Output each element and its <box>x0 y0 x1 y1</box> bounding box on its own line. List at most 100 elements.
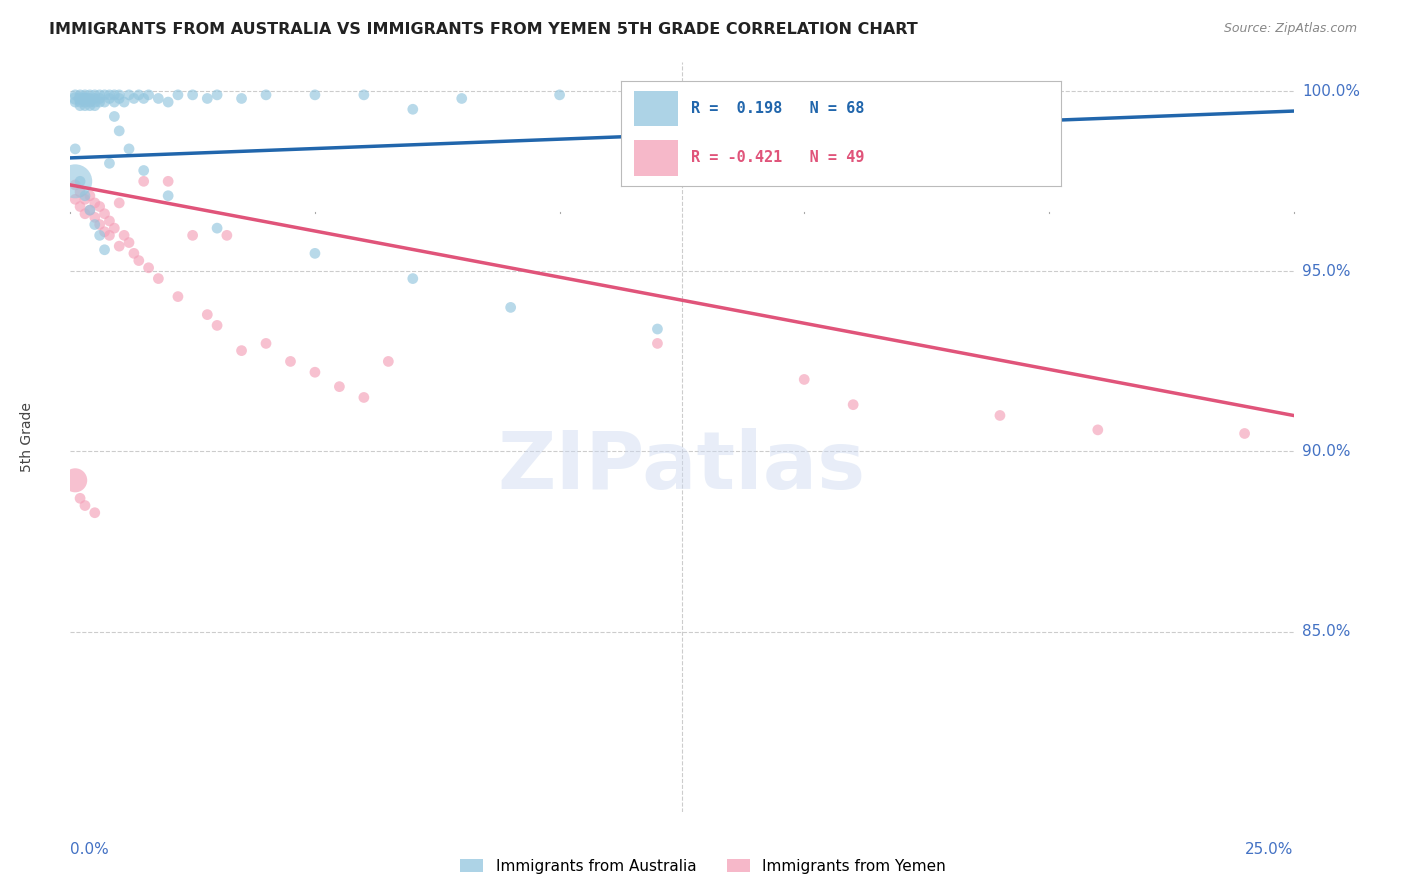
Point <box>79 95 101 109</box>
Text: 0.0%: 0.0% <box>70 842 110 857</box>
Point <box>89 200 111 214</box>
Point <box>98 91 121 105</box>
Point <box>73 95 96 109</box>
Point <box>89 228 111 243</box>
Point <box>132 174 155 188</box>
Point <box>73 98 96 112</box>
Point <box>79 98 101 112</box>
Point <box>148 91 170 105</box>
Point <box>69 174 91 188</box>
Point <box>63 174 86 188</box>
Point <box>103 87 125 102</box>
Point <box>63 91 86 105</box>
Point <box>195 91 218 105</box>
Point <box>450 91 472 105</box>
Point <box>69 91 91 105</box>
Point <box>98 228 121 243</box>
Point <box>69 87 91 102</box>
Point <box>148 271 170 285</box>
Point <box>402 271 425 285</box>
Point <box>63 142 86 156</box>
Point <box>108 87 131 102</box>
Point <box>548 87 571 102</box>
Point <box>254 87 277 102</box>
Point <box>647 322 669 336</box>
Point <box>63 87 86 102</box>
Point <box>112 95 135 109</box>
Text: 85.0%: 85.0% <box>1302 624 1350 639</box>
Point <box>69 95 91 109</box>
Point <box>103 95 125 109</box>
Text: IMMIGRANTS FROM AUSTRALIA VS IMMIGRANTS FROM YEMEN 5TH GRADE CORRELATION CHART: IMMIGRANTS FROM AUSTRALIA VS IMMIGRANTS … <box>49 22 918 37</box>
Point <box>793 372 815 386</box>
Point <box>83 91 105 105</box>
Point <box>93 225 115 239</box>
Point <box>181 87 204 102</box>
Point <box>89 87 111 102</box>
Point <box>69 185 91 199</box>
Point <box>108 195 131 210</box>
Point <box>157 95 180 109</box>
Point <box>89 218 111 232</box>
Point <box>89 95 111 109</box>
Point <box>280 354 302 368</box>
Point <box>231 343 253 358</box>
Point <box>69 200 91 214</box>
Point <box>98 214 121 228</box>
Point <box>63 178 86 192</box>
Point <box>73 91 96 105</box>
Point <box>112 228 135 243</box>
Point <box>122 246 145 260</box>
Point <box>89 91 111 105</box>
Point <box>103 110 125 124</box>
Point <box>83 87 105 102</box>
Text: ZIPatlas: ZIPatlas <box>498 428 866 506</box>
Point <box>304 87 326 102</box>
Point <box>63 192 86 206</box>
Point <box>73 499 96 513</box>
Point <box>83 98 105 112</box>
Point <box>93 243 115 257</box>
Point <box>118 235 141 250</box>
Point <box>157 174 180 188</box>
Point <box>73 91 96 105</box>
Point <box>79 91 101 105</box>
Point <box>353 391 375 405</box>
Point <box>304 246 326 260</box>
Point <box>69 491 91 506</box>
Point <box>499 301 522 315</box>
Point <box>205 87 228 102</box>
Point <box>108 124 131 138</box>
Point <box>647 336 669 351</box>
Point <box>73 207 96 221</box>
Point <box>138 260 160 275</box>
Point <box>83 506 105 520</box>
Point <box>304 365 326 379</box>
Point <box>1087 423 1109 437</box>
Point <box>122 91 145 105</box>
Point <box>73 87 96 102</box>
Text: Source: ZipAtlas.com: Source: ZipAtlas.com <box>1223 22 1357 36</box>
Point <box>83 211 105 225</box>
Point <box>63 473 86 487</box>
Point <box>195 308 218 322</box>
Point <box>69 98 91 112</box>
Point <box>128 87 150 102</box>
Point <box>108 239 131 253</box>
Text: 25.0%: 25.0% <box>1246 842 1294 857</box>
Point <box>79 87 101 102</box>
Point <box>108 91 131 105</box>
Point <box>205 221 228 235</box>
Point <box>79 188 101 202</box>
Point <box>93 95 115 109</box>
Point <box>128 253 150 268</box>
Point <box>181 228 204 243</box>
Point <box>118 87 141 102</box>
Point <box>73 188 96 202</box>
Point <box>118 142 141 156</box>
Point <box>402 102 425 116</box>
Point <box>83 195 105 210</box>
Point <box>842 398 865 412</box>
Point <box>79 203 101 218</box>
Point <box>215 228 238 243</box>
